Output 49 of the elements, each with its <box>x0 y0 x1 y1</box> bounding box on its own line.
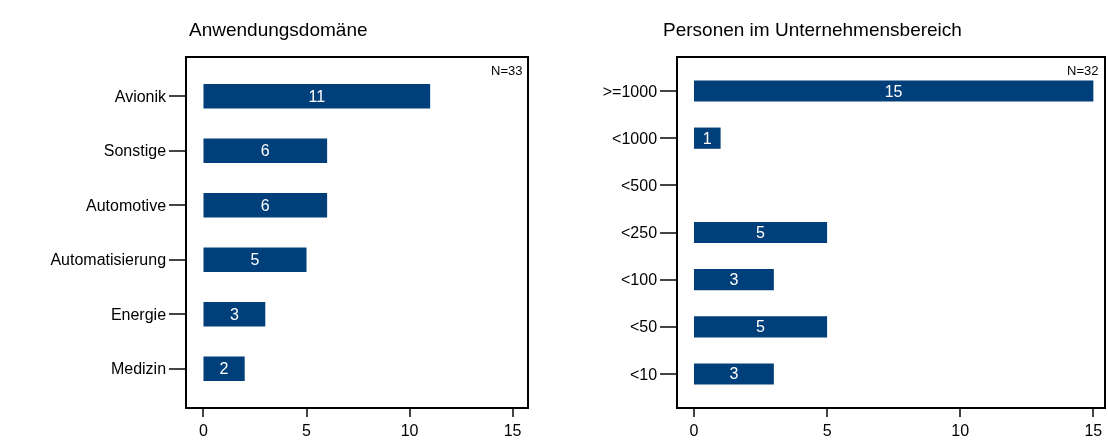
bar <box>693 80 1094 102</box>
y-tick-label: Automatisierung <box>50 251 167 269</box>
bar <box>203 247 307 273</box>
y-tick-label: Energie <box>110 305 167 323</box>
bar <box>203 356 245 382</box>
bar <box>203 302 266 327</box>
data-label: 15 <box>884 82 903 100</box>
bar <box>693 316 828 338</box>
y-tick-label: >=1000 <box>602 82 658 100</box>
y-tick-label: Avionik <box>114 87 168 105</box>
y-tick-label: Automotive <box>86 196 167 214</box>
bar <box>203 138 328 163</box>
y-tick-label: <50 <box>629 318 658 336</box>
bar <box>693 127 721 149</box>
data-label: 2 <box>219 360 229 378</box>
data-label: 3 <box>729 271 739 289</box>
bar <box>203 192 328 218</box>
bar <box>693 363 774 385</box>
x-tick-label: 0 <box>689 421 699 439</box>
data-label: 3 <box>229 305 239 323</box>
x-tick-label: 15 <box>503 421 522 439</box>
annotation: N=32 <box>1067 63 1099 78</box>
x-tick-label: 10 <box>951 421 970 439</box>
data-label: 6 <box>260 142 270 160</box>
data-label: 3 <box>729 365 739 383</box>
data-label: 5 <box>756 318 766 336</box>
x-tick-label: 15 <box>1084 421 1103 439</box>
chart-title: Anwendungsdomäne <box>189 19 368 40</box>
y-tick-label: Medizin <box>110 360 167 378</box>
chart-title: Personen im Unternehmensbereich <box>663 19 962 40</box>
data-label: 6 <box>260 196 270 214</box>
data-label: 1 <box>702 129 712 147</box>
bar <box>693 269 774 291</box>
x-tick-label: 5 <box>302 421 312 439</box>
data-label: 5 <box>250 251 260 269</box>
y-tick-label: <10 <box>629 365 658 383</box>
data-label: 11 <box>308 87 326 105</box>
annotation: N=33 <box>491 63 523 78</box>
y-tick-label: <250 <box>621 224 658 242</box>
y-tick-label: <1000 <box>612 129 658 147</box>
y-tick-label: <100 <box>621 271 658 289</box>
x-tick-label: 0 <box>199 421 209 439</box>
bar <box>203 83 431 109</box>
y-tick-label: <500 <box>621 176 658 194</box>
bar <box>693 221 828 244</box>
x-tick-label: 10 <box>400 421 419 439</box>
x-tick-label: 5 <box>822 421 832 439</box>
y-tick-label: Sonstige <box>103 142 167 160</box>
data-label: 5 <box>756 224 766 241</box>
